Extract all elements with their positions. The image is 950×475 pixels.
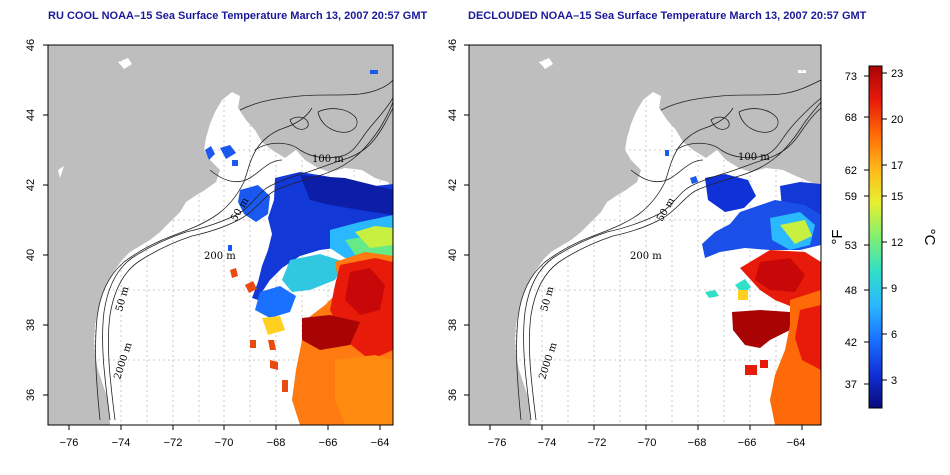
fahrenheit-unit-label: °F <box>829 229 846 244</box>
celsius-tick-label: 23 <box>891 68 903 80</box>
right-contours <box>516 79 821 421</box>
contour-label-100m: 100 m <box>738 152 770 163</box>
right-x-tick-labels: −76 −74 −72 −70 −68 −66 −64 <box>488 437 806 449</box>
colorbar-ticks <box>864 72 887 385</box>
right-y-tick-labels: 46 44 42 40 38 36 <box>447 39 459 401</box>
left-sst-field <box>205 70 393 425</box>
fahrenheit-tick-label: 68 <box>845 112 857 124</box>
y-tick-label: 44 <box>25 109 37 121</box>
y-tick-label: 38 <box>25 319 37 331</box>
fahrenheit-tick-label: 48 <box>845 285 857 297</box>
y-tick-label: 40 <box>447 249 459 261</box>
left-y-tick-labels: 46 44 42 40 38 36 <box>25 39 37 401</box>
left-contours <box>95 79 393 421</box>
x-tick-label: −70 <box>638 437 657 449</box>
left-map-title: RU COOL NOAA–15 Sea Surface Temperature … <box>48 10 428 22</box>
colorbar: 73 68 62 59 53 48 42 37 23 20 17 15 12 9… <box>829 65 938 409</box>
contour-label-200m: 200 m <box>204 251 236 262</box>
y-tick-label: 36 <box>25 389 37 401</box>
celsius-tick-label: 6 <box>891 329 897 341</box>
celsius-tick-label: 9 <box>891 283 897 295</box>
y-tick-label: 46 <box>447 39 459 51</box>
x-tick-label: −74 <box>538 437 557 449</box>
x-tick-label: −66 <box>738 437 757 449</box>
x-tick-label: −72 <box>164 437 183 449</box>
colorbar-gradient <box>868 65 883 409</box>
celsius-tick-label: 20 <box>891 114 903 126</box>
y-tick-label: 40 <box>25 249 37 261</box>
x-tick-label: −70 <box>215 437 234 449</box>
y-tick-label: 36 <box>447 389 459 401</box>
right-map: 100 m 200 m 50 m 50 m 2000 m −76 −74 −72… <box>447 39 822 449</box>
fahrenheit-tick-label: 73 <box>845 71 857 83</box>
right-sst-field <box>665 150 821 425</box>
y-tick-label: 42 <box>447 179 459 191</box>
celsius-tick-label: 3 <box>891 375 897 387</box>
contour-label-200m: 200 m <box>630 251 662 262</box>
x-tick-label: −72 <box>588 437 607 449</box>
left-map: 100 m 200 m 50 m 50 m 2000 m −76 −74 −72… <box>25 39 394 449</box>
y-tick-label: 38 <box>447 319 459 331</box>
colorbar-c-labels: 23 20 17 15 12 9 6 3 <box>891 68 903 387</box>
contour-label-100m: 100 m <box>312 154 344 165</box>
right-map-title: DECLOUDED NOAA–15 Sea Surface Temperatur… <box>468 10 867 22</box>
celsius-tick-label: 15 <box>891 191 903 203</box>
left-land <box>48 45 393 425</box>
celsius-unit-label: °C <box>921 229 938 246</box>
celsius-tick-label: 12 <box>891 237 903 249</box>
right-axis-ticks <box>464 44 803 430</box>
fahrenheit-tick-label: 62 <box>845 165 857 177</box>
y-tick-label: 42 <box>25 179 37 191</box>
right-land <box>469 45 821 425</box>
colorbar-f-labels: 73 68 62 59 53 48 42 37 <box>845 71 857 391</box>
x-tick-label: −74 <box>112 437 131 449</box>
fahrenheit-tick-label: 53 <box>845 240 857 252</box>
fahrenheit-tick-label: 59 <box>845 191 857 203</box>
fahrenheit-tick-label: 37 <box>845 379 857 391</box>
x-tick-label: −64 <box>787 437 806 449</box>
fahrenheit-tick-label: 42 <box>845 337 857 349</box>
x-tick-label: −66 <box>319 437 338 449</box>
right-map-frame <box>468 44 822 426</box>
left-x-tick-labels: −76 −74 −72 −70 −68 −66 −64 <box>60 437 390 449</box>
x-tick-label: −76 <box>488 437 507 449</box>
celsius-tick-label: 17 <box>891 160 903 172</box>
left-map-frame <box>47 44 394 426</box>
x-tick-label: −68 <box>688 437 707 449</box>
x-tick-label: −64 <box>371 437 390 449</box>
y-tick-label: 44 <box>447 109 459 121</box>
x-tick-label: −68 <box>267 437 286 449</box>
y-tick-label: 46 <box>25 39 37 51</box>
left-axis-ticks <box>43 44 381 430</box>
x-tick-label: −76 <box>60 437 79 449</box>
